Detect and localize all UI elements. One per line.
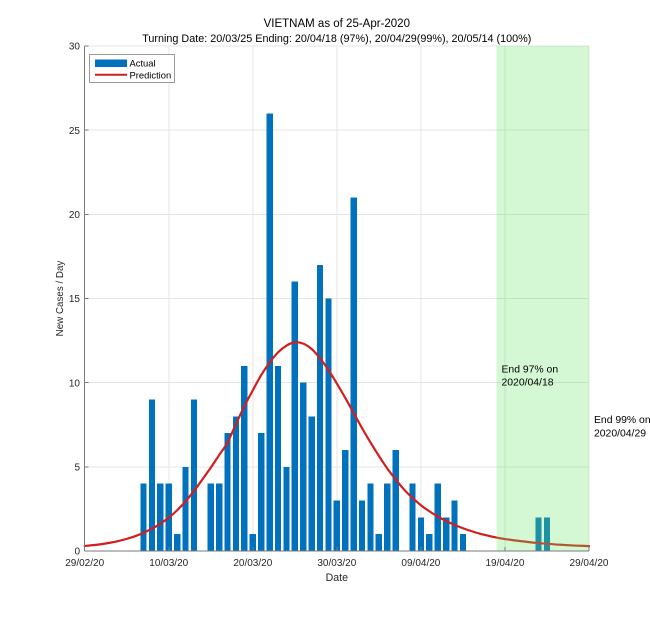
bar-actual	[274, 365, 282, 551]
annotation-end-99: End 99% on 2020/04/29	[594, 415, 650, 440]
bar-actual	[358, 500, 366, 551]
axes	[84, 45, 590, 552]
y-tick-label: 10	[69, 378, 81, 389]
bar-actual	[367, 483, 374, 551]
legend-swatch-actual	[95, 59, 127, 67]
bar-actual	[258, 433, 265, 551]
bar-actual	[384, 483, 391, 551]
annotation-end-97: End 97% on 2020/04/18	[502, 365, 562, 389]
bar-actual	[224, 433, 231, 551]
legend-label-actual: Actual	[130, 58, 156, 69]
annotation-end-97-line-2: 2020/04/18	[502, 378, 554, 389]
y-tick-labels: 0 5 10 15 20 25 30	[69, 42, 81, 558]
x-tick-label: 09/04/20	[401, 558, 440, 569]
bar-actual	[316, 264, 324, 551]
bar-actual	[266, 113, 273, 551]
bar-actual	[140, 483, 147, 551]
annotation-end-99-line-2: 2020/04/29	[594, 429, 646, 440]
bar-actual	[535, 517, 542, 551]
prediction-line	[83, 341, 591, 548]
bar-actual	[174, 534, 181, 551]
y-axis-label: New Cases / Day	[55, 261, 66, 337]
x-tick-label: 29/04/20	[570, 558, 609, 569]
y-tick-label: 15	[69, 294, 81, 305]
bar-actual	[325, 298, 332, 551]
bar-actual	[333, 500, 340, 551]
bar-actual	[207, 483, 214, 551]
bar-actual	[190, 399, 198, 551]
gridlines	[84, 45, 590, 551]
bar-actual	[543, 517, 551, 551]
bar-actual	[148, 399, 156, 551]
bar-actual	[182, 466, 189, 551]
bar-actual	[409, 483, 416, 551]
x-axis-label: Date	[326, 572, 348, 584]
shaded-end-region	[496, 46, 589, 551]
bar-actual	[417, 517, 425, 551]
bar-actual	[350, 197, 357, 551]
annotation-end-97-line-1: End 97% on	[502, 365, 559, 376]
x-tick-labels: 29/02/20 10/03/20 20/03/20 30/03/20 09/04/20…	[65, 558, 609, 569]
bar-actual	[392, 450, 399, 551]
prediction-series	[83, 341, 591, 548]
legend: Actual Prediction	[89, 54, 175, 83]
bar-actual	[308, 416, 315, 551]
bar-actual	[426, 534, 433, 551]
bar-actual	[216, 483, 223, 551]
bar-actual	[459, 534, 467, 551]
y-tick-label: 0	[74, 547, 80, 558]
chart-title: VIETNAM as of 25-Apr-2020	[264, 18, 410, 30]
x-tick-label: 20/03/20	[233, 558, 272, 569]
bar-actual	[249, 534, 256, 551]
legend-label-prediction: Prediction	[130, 69, 172, 80]
bar-actual	[232, 416, 240, 551]
chart-subtitle: Turning Date: 20/03/25 Ending: 20/04/18 …	[142, 33, 531, 45]
y-tick-label: 30	[69, 42, 81, 53]
bar-actual	[342, 450, 349, 551]
bar-actual	[291, 281, 298, 551]
legend-box	[89, 54, 175, 83]
bar-actual	[375, 534, 383, 551]
bar-actual	[241, 365, 248, 551]
y-tick-label: 5	[74, 462, 80, 473]
bar-actual	[300, 382, 307, 551]
x-tick-label: 19/04/20	[485, 558, 524, 569]
y-tick-label: 20	[69, 210, 81, 221]
x-tick-label: 29/02/20	[65, 558, 104, 569]
bar-actual	[442, 517, 450, 551]
x-tick-label: 30/03/20	[317, 558, 356, 569]
bar-actual	[157, 483, 164, 551]
y-tick-label: 25	[69, 126, 81, 137]
bar-actual	[283, 466, 290, 551]
x-tick-label: 10/03/20	[149, 558, 188, 569]
annotation-end-99-line-1: End 99% on	[594, 415, 650, 426]
